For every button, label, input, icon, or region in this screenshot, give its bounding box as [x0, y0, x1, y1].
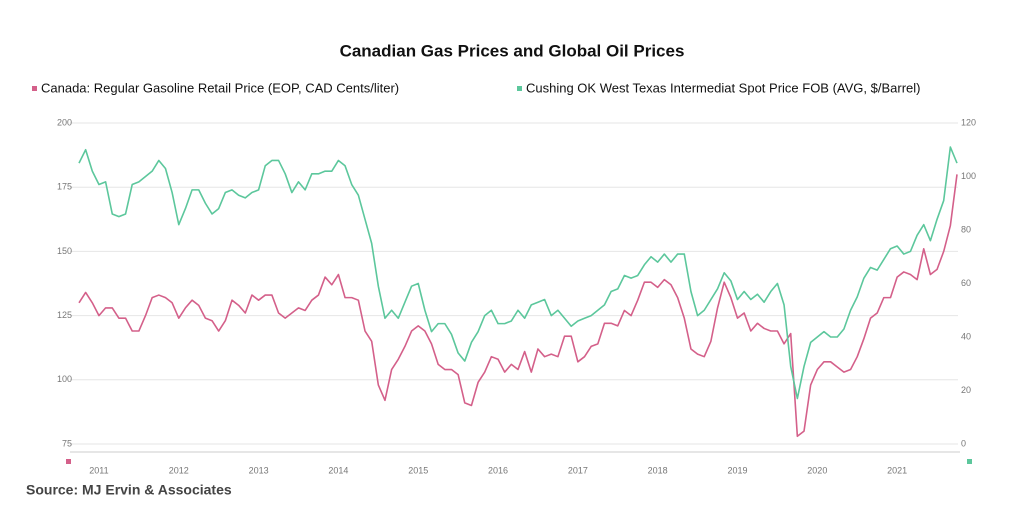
- y2-tick-label: 20: [961, 385, 971, 395]
- x-tick-label: 2011: [89, 465, 108, 475]
- y2-tick-label: 40: [961, 331, 971, 341]
- y-tick-label: 175: [57, 182, 72, 192]
- legend-swatch: [517, 86, 522, 91]
- series-line: [78, 146, 958, 400]
- x-tick-label: 2014: [328, 465, 348, 475]
- y-tick-label: 200: [57, 117, 72, 127]
- legend-swatch: [32, 86, 37, 91]
- y-tick-label: 150: [57, 246, 72, 256]
- x-tick-label: 2020: [807, 465, 827, 475]
- y-tick-label: 75: [62, 438, 72, 448]
- axis-marker: [967, 459, 972, 464]
- x-tick-label: 2017: [568, 465, 588, 475]
- y2-tick-label: 80: [961, 224, 971, 234]
- x-tick-label: 2016: [488, 465, 508, 475]
- chart-title: Canadian Gas Prices and Global Oil Price…: [340, 41, 685, 60]
- x-tick-label: 2021: [887, 465, 907, 475]
- y-tick-label: 100: [57, 374, 72, 384]
- x-tick-label: 2019: [727, 465, 747, 475]
- source: Source: MJ Ervin & Associates: [26, 482, 232, 498]
- y2-tick-label: 120: [961, 117, 976, 127]
- x-tick-label: 2013: [249, 465, 269, 475]
- x-tick-label: 2018: [648, 465, 668, 475]
- series-line: [78, 174, 958, 438]
- legend-label: Cushing OK West Texas Intermediat Spot P…: [526, 80, 920, 95]
- y2-tick-label: 100: [961, 171, 976, 181]
- y-tick-label: 125: [57, 310, 72, 320]
- x-tick-label: 2015: [408, 465, 428, 475]
- axis-marker: [66, 459, 71, 464]
- y2-tick-label: 60: [961, 278, 971, 288]
- y2-tick-label: 0: [961, 438, 966, 448]
- x-tick-label: 2012: [169, 465, 189, 475]
- legend-label: Canada: Regular Gasoline Retail Price (E…: [41, 80, 399, 95]
